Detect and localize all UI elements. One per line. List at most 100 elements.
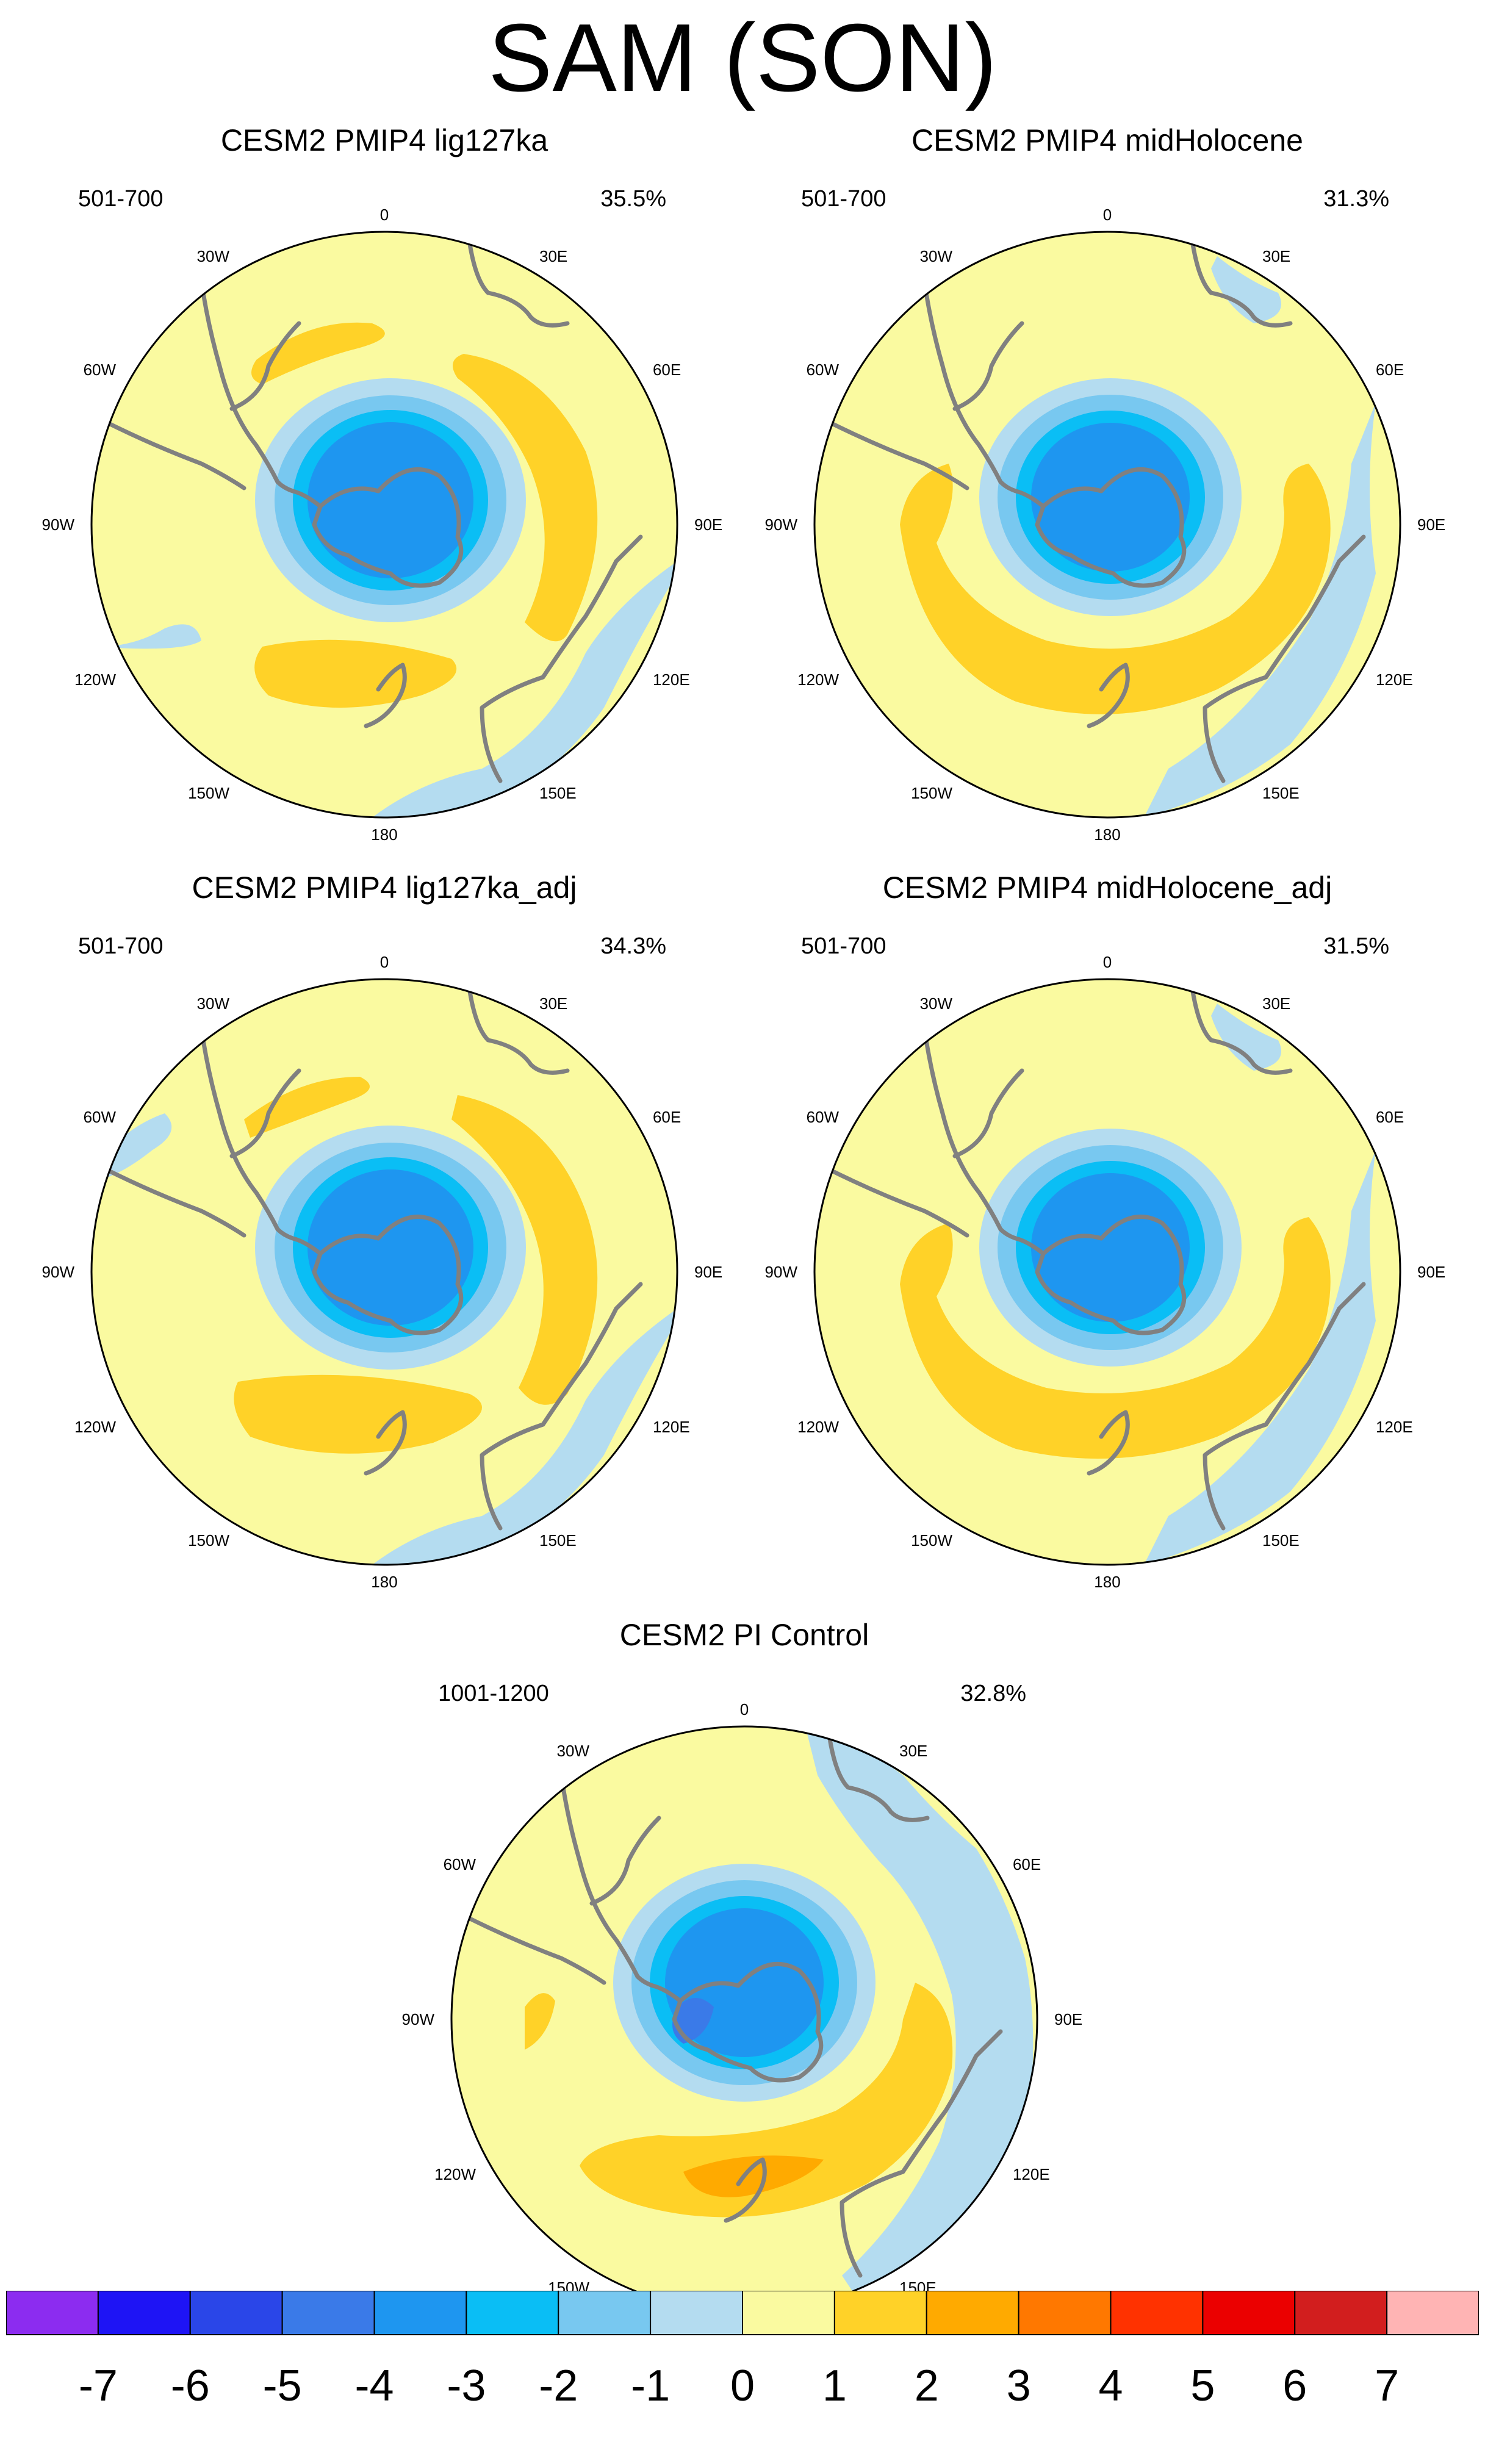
longitude-label: 0 [740,1700,749,1719]
colorbar-swatch [1110,2291,1204,2335]
variance-explained: 32.8% [960,1681,1026,1706]
coastline [312,467,464,588]
coastline [824,418,969,490]
longitude-label: 30E [1262,994,1290,1013]
colorbar-tick-label: -4 [354,2362,394,2410]
coastline [1190,242,1293,328]
coastline [824,1166,969,1238]
coastline [461,1913,606,1985]
longitude-label: 90E [1417,1263,1445,1281]
panel-title: CESM2 PMIP4 midHolocene_adj [882,871,1332,905]
map-boundary [90,231,678,819]
longitude-label: 120E [653,1418,690,1436]
sam-pattern-field [814,232,1400,817]
colorbar-tick-label: -5 [263,2362,302,2410]
longitude-label: 150E [1262,784,1300,802]
longitude-label: 30W [557,1742,590,1760]
shading-contour [372,1309,677,1565]
longitude-label: 90E [1054,2010,1082,2028]
shading-contour [525,1993,555,2050]
longitude-label: 90W [402,2010,435,2028]
longitude-label: 120W [434,2165,476,2183]
longitude-label: 150E [539,1531,577,1550]
map-panel-midholocene: CESM2 PMIP4 midHolocene 501-700 31.3% 0 3… [765,122,1446,844]
sam-pattern-field [92,979,677,1565]
coastline [589,1816,661,1906]
colorbar-swatch [466,2291,559,2335]
colorbar-tick-label: -2 [539,2362,578,2410]
coastline [101,418,246,490]
map-boundary [813,978,1401,1566]
colorbar-tick-label: 7 [1375,2362,1399,2410]
coastline [672,1961,824,2083]
colorbar-swatch [1294,2291,1388,2335]
year-range: 1001-1200 [438,1681,549,1706]
year-range: 501-700 [78,186,164,212]
panel-title: CESM2 PMIP4 lig127ka_adj [192,871,577,905]
coastline [1087,1410,1130,1476]
longitude-label: 90W [765,515,798,534]
shading-contour [1211,1004,1281,1071]
coastline [229,321,301,411]
colorbar-swatch [373,2291,467,2335]
shading-contour [254,639,457,708]
colorbar-swatch [558,2291,652,2335]
colorbar-tick-label: -1 [631,2362,670,2410]
colorbar-swatch [189,2291,283,2335]
longitude-label: 60W [444,1855,476,1873]
shading-contour [900,1217,1331,1459]
coastline [480,534,643,783]
coastline [275,1227,323,1256]
longitude-label: 60E [1013,1855,1041,1873]
longitude-label: 90W [42,515,75,534]
shading-contour [900,464,1331,714]
longitude-label: 150W [911,1531,952,1550]
coastline [724,2157,767,2223]
negative-contour [1031,423,1190,572]
coastline [827,1736,930,1822]
longitude-label: 0 [380,206,389,224]
longitude-label: 60W [807,1108,840,1126]
shading-contour [580,1983,953,2218]
coastline [229,1068,301,1158]
shading-contour [683,2155,824,2197]
year-range: 501-700 [78,933,164,959]
coastline [480,1282,643,1531]
coastline [1035,1214,1187,1335]
sam-pattern-field [92,232,677,817]
shading-contour [805,1726,1034,2312]
longitude-label: 90W [765,1263,798,1281]
coastline [635,1974,683,2003]
coastline [101,1166,246,1238]
coastline [998,480,1046,509]
colorbar-tick-label: 0 [730,2362,755,2410]
longitude-label: 60W [84,1108,117,1126]
colorbar-tick-label: -3 [447,2362,486,2410]
colorbar-tick-label: 3 [1007,2362,1031,2410]
colorbar-tick-label: -6 [171,2362,210,2410]
longitude-label: 90E [694,515,722,534]
map-boundary [813,231,1401,819]
longitude-label: 30W [197,994,230,1013]
colorbar-tick-label: 5 [1190,2362,1215,2410]
panel-title: CESM2 PI Control [619,1618,869,1652]
colorbar-swatch [650,2291,743,2335]
longitude-label: 30W [920,247,953,265]
coastline [840,2029,1003,2278]
colorbar-tick-label: 6 [1282,2362,1307,2410]
longitude-label: 120E [1013,2165,1050,2183]
panel-title: CESM2 PMIP4 midHolocene [911,123,1303,157]
sam-pattern-field [451,1726,1037,2312]
variance-explained: 31.3% [1323,186,1389,212]
coastline [1087,663,1130,728]
variance-explained: 35.5% [600,186,666,212]
colorbar-swatch [833,2291,927,2335]
negative-contour [1031,1173,1190,1322]
longitude-label: 120W [797,1418,839,1436]
variance-explained: 31.5% [1323,933,1389,959]
map-boundary [90,978,678,1566]
figure-title: SAM (SON) [488,4,997,112]
